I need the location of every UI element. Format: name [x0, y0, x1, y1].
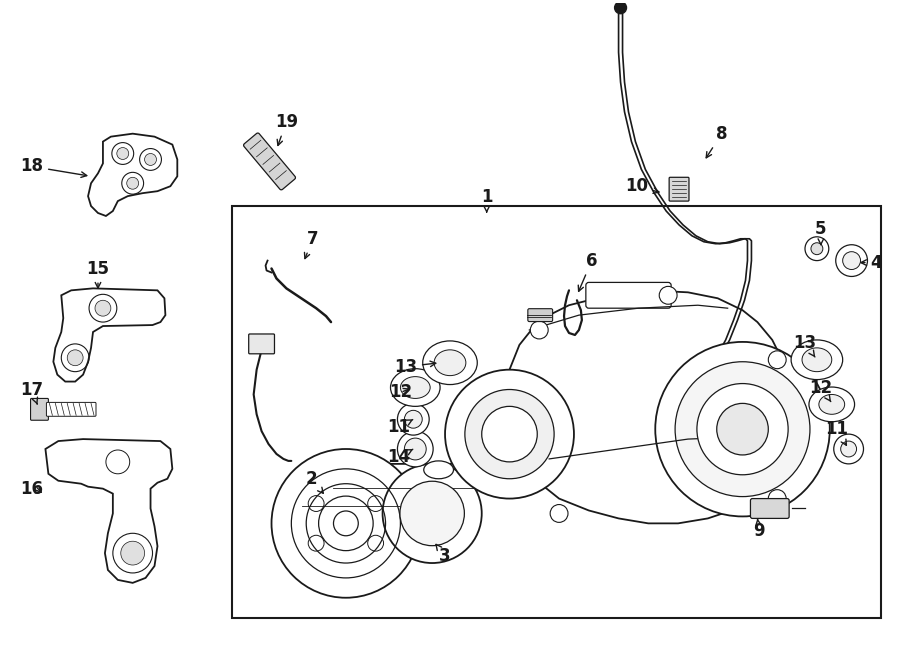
Ellipse shape — [434, 350, 466, 375]
Circle shape — [530, 321, 548, 339]
FancyBboxPatch shape — [751, 498, 789, 518]
Circle shape — [833, 434, 863, 464]
Text: 2: 2 — [305, 470, 323, 493]
Circle shape — [811, 243, 823, 255]
Polygon shape — [509, 291, 788, 524]
Circle shape — [550, 504, 568, 522]
Polygon shape — [272, 464, 523, 524]
Text: 13: 13 — [394, 357, 436, 376]
Text: 17: 17 — [20, 381, 43, 404]
Text: 16: 16 — [20, 480, 43, 498]
Circle shape — [482, 406, 537, 462]
FancyBboxPatch shape — [47, 402, 96, 416]
Circle shape — [841, 441, 857, 457]
Text: 18: 18 — [20, 158, 86, 177]
Circle shape — [805, 237, 829, 261]
FancyBboxPatch shape — [586, 283, 671, 308]
Circle shape — [769, 351, 787, 369]
Text: 15: 15 — [86, 260, 110, 288]
Text: 1: 1 — [481, 188, 492, 212]
Circle shape — [68, 350, 83, 365]
Ellipse shape — [802, 348, 832, 371]
Circle shape — [655, 342, 830, 516]
Text: 6: 6 — [579, 252, 598, 291]
Polygon shape — [88, 134, 177, 216]
Text: 10: 10 — [625, 177, 659, 195]
Text: 12: 12 — [389, 383, 412, 401]
Text: 11: 11 — [387, 418, 413, 436]
Ellipse shape — [809, 387, 855, 422]
FancyBboxPatch shape — [527, 308, 553, 322]
Polygon shape — [53, 289, 166, 381]
Circle shape — [697, 383, 788, 475]
FancyBboxPatch shape — [244, 133, 295, 190]
FancyBboxPatch shape — [31, 399, 49, 420]
Circle shape — [659, 287, 677, 305]
Circle shape — [398, 403, 429, 435]
Circle shape — [145, 154, 157, 166]
Circle shape — [836, 245, 868, 277]
Circle shape — [404, 438, 427, 460]
Circle shape — [398, 431, 433, 467]
Text: 4: 4 — [861, 254, 882, 271]
Bar — [232, 206, 881, 618]
Circle shape — [445, 369, 574, 498]
Ellipse shape — [819, 395, 845, 414]
Circle shape — [465, 389, 554, 479]
Circle shape — [404, 410, 422, 428]
FancyBboxPatch shape — [669, 177, 689, 201]
Ellipse shape — [791, 340, 842, 379]
Text: 7: 7 — [304, 230, 319, 259]
Text: 8: 8 — [706, 124, 727, 158]
Circle shape — [615, 2, 626, 14]
FancyBboxPatch shape — [248, 334, 274, 354]
Polygon shape — [45, 439, 172, 583]
Circle shape — [769, 490, 787, 508]
Ellipse shape — [400, 377, 430, 399]
Text: 12: 12 — [809, 379, 832, 402]
Ellipse shape — [424, 461, 454, 479]
Circle shape — [95, 301, 111, 316]
Circle shape — [675, 361, 810, 496]
Circle shape — [117, 148, 129, 160]
Ellipse shape — [423, 341, 477, 385]
Text: 3: 3 — [436, 544, 451, 565]
Ellipse shape — [400, 481, 464, 545]
Ellipse shape — [391, 369, 440, 406]
Text: 19: 19 — [274, 113, 298, 146]
Text: 5: 5 — [815, 220, 826, 244]
Ellipse shape — [382, 464, 482, 563]
Text: 9: 9 — [753, 519, 765, 540]
Circle shape — [842, 252, 860, 269]
Text: 14: 14 — [387, 448, 413, 466]
Circle shape — [716, 403, 769, 455]
Text: 13: 13 — [794, 334, 816, 357]
Text: 11: 11 — [825, 420, 848, 446]
Ellipse shape — [272, 449, 420, 598]
Circle shape — [127, 177, 139, 189]
Circle shape — [121, 542, 145, 565]
